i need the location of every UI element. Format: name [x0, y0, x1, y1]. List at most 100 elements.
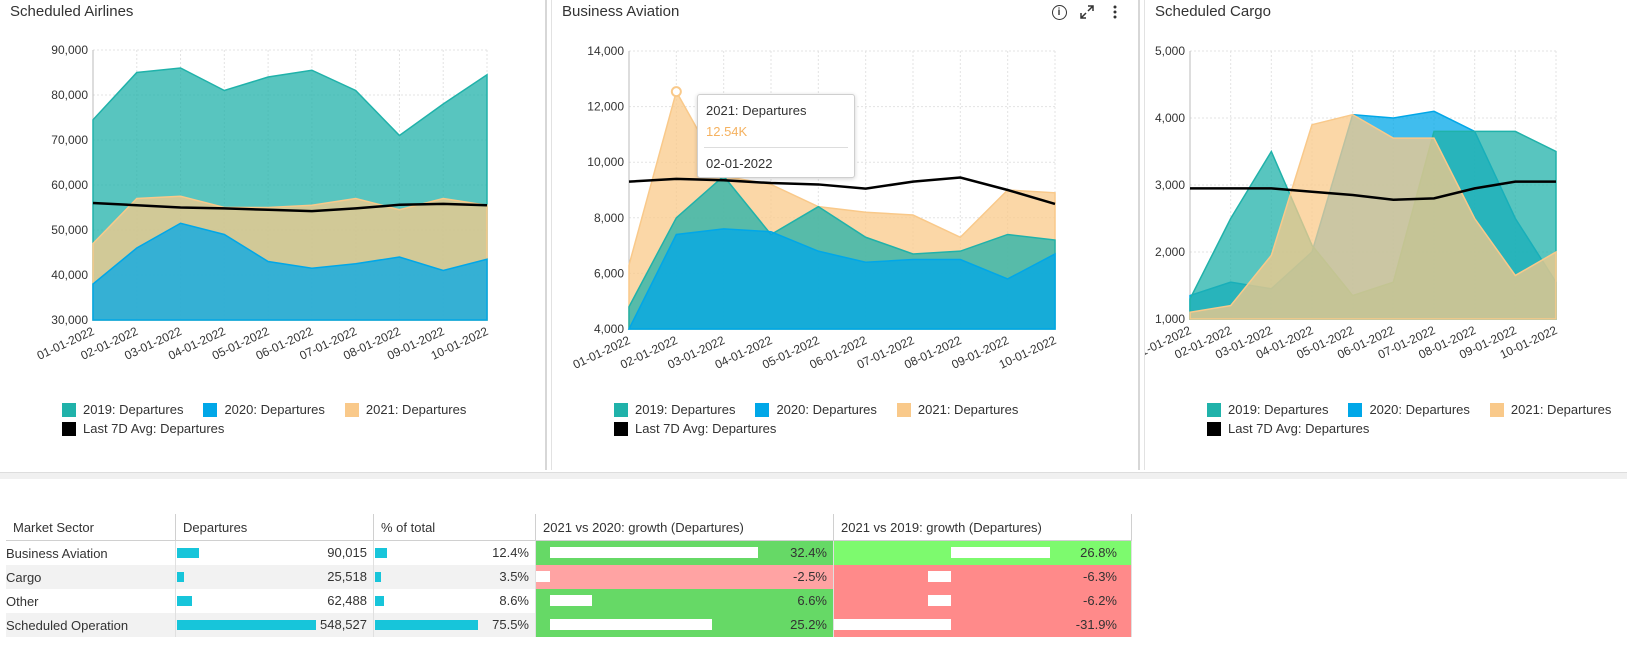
area-series-2021 [1189, 113, 1557, 320]
panel-toolbar: i [1050, 2, 1124, 22]
panel-title: Business Aviation [562, 3, 680, 20]
legend-swatch [1207, 402, 1221, 417]
line-series-avg [92, 201, 488, 213]
legend-item[interactable]: Last 7D Avg: Departures [614, 421, 776, 436]
legend-swatch [614, 421, 628, 436]
cell-value: 3.5% [499, 569, 529, 584]
legend-item[interactable]: 2020: Departures [203, 402, 325, 417]
legend-item[interactable]: 2019: Departures [1207, 402, 1328, 417]
cell-value: 548,527 [320, 617, 367, 632]
cell-value: -2.5% [793, 569, 827, 584]
y-tick-label: 70,000 [51, 133, 88, 147]
cell-value: -31.9% [1075, 617, 1117, 632]
cell-pct-total: 3.5% [373, 565, 536, 589]
cell-growth-2019: -6.3% [833, 565, 1132, 589]
legend-item[interactable]: 2021: Departures [896, 402, 1018, 417]
legend-label: 2020: Departures [224, 402, 325, 417]
cell-value: 26.8% [1080, 545, 1117, 560]
cell-pct-total: 75.5% [373, 613, 536, 637]
legend-item[interactable]: 2020: Departures [1348, 402, 1470, 417]
legend-label: 2019: Departures [83, 402, 184, 417]
y-tick-label: 30,000 [51, 313, 88, 327]
legend-swatch [896, 402, 911, 417]
col-header-departures[interactable]: Departures [175, 514, 374, 541]
chart-tooltip: 2021: Departures 12.54K 02-01-2022 [697, 94, 855, 178]
legend-item[interactable]: 2021: Departures [344, 402, 466, 417]
cell-value: 32.4% [790, 545, 827, 560]
area-chart-scheduled-cargo[interactable]: 5,0004,0003,0002,0001,00001-01-202202-01… [1145, 0, 1627, 400]
cell-value: 90,015 [327, 545, 367, 560]
area-chart-business-aviation[interactable]: 14,00012,00010,0008,0006,0004,00001-01-2… [552, 0, 1141, 400]
y-tick-label: 80,000 [51, 88, 88, 102]
y-tick-label: 40,000 [51, 268, 88, 282]
col-header-pct-total[interactable]: % of total [373, 514, 536, 541]
cell-departures: 62,488 [175, 589, 374, 613]
growth-bar [834, 619, 951, 630]
y-tick-label: 10,000 [587, 155, 624, 169]
cell-value: 8.6% [499, 593, 529, 608]
y-tick-label: 8,000 [594, 211, 624, 225]
more-options-icon[interactable] [1106, 2, 1124, 22]
value-bar [375, 572, 381, 582]
chart-legend: 2019: Departures 2020: Departures 2021: De… [62, 402, 532, 440]
legend-swatch [344, 402, 359, 417]
table-row[interactable]: Other 62,488 8.6% 6.6% -6.2% [6, 589, 1132, 613]
tooltip-date: 02-01-2022 [706, 156, 773, 171]
growth-bar [927, 571, 951, 582]
area-series-2020 [627, 228, 1056, 330]
table-row[interactable]: Business Aviation 90,015 12.4% 32.4% 26.8% [6, 540, 1132, 565]
cell-departures: 90,015 [175, 540, 374, 565]
cell-value: 25,518 [327, 569, 367, 584]
cell-growth-2020: -2.5% [535, 565, 834, 589]
legend-item[interactable]: 2019: Departures [614, 402, 735, 417]
legend-swatch [1348, 402, 1363, 417]
value-bar [375, 620, 478, 630]
area-series-2020 [92, 222, 488, 321]
legend-item[interactable]: Last 7D Avg: Departures [62, 421, 224, 436]
legend-item[interactable]: 2019: Departures [62, 402, 183, 417]
value-bar [375, 548, 388, 558]
area-chart-scheduled-airlines[interactable]: 90,000 80,000 70,000 60,000 50,000 40,000 30,0… [0, 0, 547, 400]
value-bar [177, 620, 316, 630]
y-tick-label: 3,000 [1155, 178, 1185, 192]
legend-item[interactable]: 2021: Departures [1489, 402, 1611, 417]
col-header-growth-2020[interactable]: 2021 vs 2020: growth (Departures) [535, 514, 834, 541]
growth-bar [550, 547, 758, 558]
legend-label: Last 7D Avg: Departures [1228, 421, 1370, 436]
cell-value: 75.5% [492, 617, 529, 632]
expand-icon[interactable] [1078, 2, 1096, 22]
cell-market-sector: Other [6, 589, 176, 613]
legend-swatch [62, 402, 76, 417]
chart-panel-business-aviation: Business Aviation i 14,000 12,000 10,000 8,… [551, 0, 1140, 470]
col-header-growth-2019[interactable]: 2021 vs 2019: growth (Departures) [833, 514, 1132, 541]
y-tick-label: 2,000 [1155, 245, 1185, 259]
market-sector-table: Market Sector Departures % of total 2021… [6, 514, 1132, 637]
col-header-market-sector[interactable]: Market Sector [6, 514, 176, 541]
cell-market-sector: Business Aviation [6, 540, 176, 565]
table-row[interactable]: Scheduled Operation 548,527 75.5% 25.2% -31.… [6, 613, 1132, 637]
growth-bar [928, 595, 951, 606]
y-tick-label: 4,000 [594, 322, 624, 336]
chart-panel-scheduled-airlines: Scheduled Airlines 90,000 80,000 70,000 60,… [0, 0, 547, 470]
line-series-avg [1190, 180, 1556, 201]
y-tick-label: 14,000 [587, 44, 624, 58]
growth-bar [550, 619, 712, 630]
legend-label: 2019: Departures [635, 402, 736, 417]
legend-item[interactable]: 2020: Departures [755, 402, 877, 417]
section-divider [0, 472, 1627, 479]
legend-label: 2020: Departures [1369, 402, 1470, 417]
value-bar [177, 572, 184, 582]
chart-legend: 2019: Departures 2020: Departures 2021: De… [1207, 402, 1627, 440]
info-icon[interactable]: i [1050, 2, 1068, 22]
cell-value: 6.6% [797, 593, 827, 608]
y-tick-label: 12,000 [587, 100, 624, 114]
hover-marker [670, 86, 682, 98]
legend-item[interactable]: Last 7D Avg: Departures [1207, 421, 1369, 436]
cell-departures: 25,518 [175, 565, 374, 589]
legend-label: Last 7D Avg: Departures [635, 421, 777, 436]
cell-market-sector: Cargo [6, 565, 176, 589]
y-tick-label: 50,000 [51, 223, 88, 237]
table-row[interactable]: Cargo 25,518 3.5% -2.5% -6.3% [6, 565, 1132, 589]
cell-market-sector: Scheduled Operation [6, 613, 176, 637]
panel-title: Scheduled Cargo [1155, 3, 1271, 20]
